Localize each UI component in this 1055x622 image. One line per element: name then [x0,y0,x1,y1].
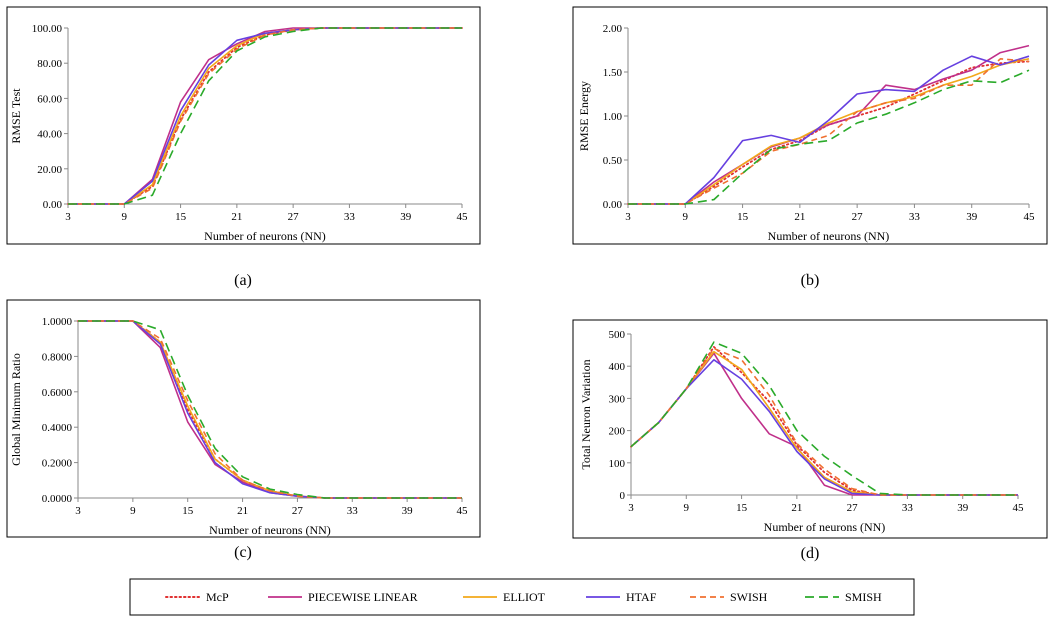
y-tick-label: 300 [609,393,626,405]
y-tick-label: 100.00 [32,23,63,35]
x-tick-label: 21 [231,211,242,223]
x-axis-label: Number of neurons (NN) [209,523,331,537]
x-tick-label: 39 [400,211,412,223]
x-tick-label: 21 [237,505,248,517]
y-tick-label: 0.4000 [42,422,73,434]
legend-label-smish: SMISH [845,590,882,604]
series-line-smish [630,341,1018,496]
x-tick-label: 9 [683,211,689,223]
legend: McP PIECEWISE LINEAR ELLIOT HTAF SWISH SMISH [129,578,915,616]
x-tick-label: 33 [344,211,356,223]
chart-caption: (d) [801,545,820,562]
x-tick-label: 15 [737,211,749,223]
y-tick-label: 20.00 [37,164,62,176]
x-tick-label: 45 [457,505,469,517]
x-tick-label: 9 [122,211,128,223]
x-tick-label: 15 [736,502,748,514]
y-tick-label: 0.00 [43,199,63,211]
chart-frame [572,6,1048,245]
chart-b: 0.000.501.001.502.003 9 15 21 27 33 39 45Number… [572,6,1048,289]
x-tick-label: 45 [1024,211,1036,223]
x-tick-label: 33 [902,502,914,514]
y-tick-label: 0.0000 [42,493,73,505]
x-tick-label: 27 [288,211,300,223]
legend-frame [129,578,915,616]
y-tick-label: 1.50 [603,67,623,79]
y-axis-label: Global Minimum Ratio [9,353,23,466]
x-tick-label: 9 [130,505,136,517]
y-tick-label: 0 [620,490,626,502]
y-tick-label: 0.50 [603,155,623,167]
series-line-elliot [628,58,1030,205]
legend-label-elliot: ELLIOT [503,590,546,604]
y-tick-label: 200 [609,426,626,438]
y-tick-label: 0.8000 [42,351,73,363]
x-tick-label: 45 [1013,502,1025,514]
x-tick-label: 39 [957,502,969,514]
y-tick-label: 0.2000 [42,458,73,470]
legend-label-swish: SWISH [730,590,768,604]
x-tick-label: 27 [847,502,859,514]
y-axis-label: RMSE Energy [577,81,591,151]
series-line-smish [628,69,1030,205]
x-tick-label: 3 [625,211,631,223]
x-tick-label: 15 [182,505,194,517]
y-tick-label: 0.6000 [42,387,73,399]
series-line-smish [78,320,462,499]
x-tick-label: 33 [347,505,359,517]
y-tick-label: 100 [609,458,626,470]
x-tick-label: 3 [75,505,81,517]
chart-caption: (b) [801,272,820,289]
y-tick-label: 60.00 [37,93,62,105]
x-tick-label: 9 [684,502,690,514]
x-tick-label: 15 [175,211,187,223]
y-tick-label: 40.00 [37,129,62,141]
legend-label-piecewise-linear: PIECEWISE LINEAR [308,590,418,604]
y-tick-label: 80.00 [37,58,62,70]
chart-frame [572,319,1048,539]
x-tick-label: 33 [909,211,921,223]
x-tick-label: 45 [457,211,469,223]
y-axis-label: RMSE Test [9,88,23,144]
series-line-swish [628,57,1030,205]
x-tick-label: 3 [65,211,71,223]
x-tick-label: 27 [292,505,304,517]
x-axis-label: Number of neurons (NN) [768,229,890,243]
y-tick-label: 0.00 [603,199,623,211]
x-axis-label: Number of neurons (NN) [764,520,886,534]
x-tick-label: 21 [791,502,802,514]
x-tick-label: 39 [402,505,414,517]
legend-label-mcp: McP [206,590,229,604]
y-tick-label: 1.00 [603,111,623,123]
x-tick-label: 39 [966,211,978,223]
series-line-swish [68,27,462,205]
chart-caption: (c) [234,544,252,561]
legend-label-htaf: HTAF [626,590,657,604]
chart-caption: (a) [234,272,252,289]
y-tick-label: 1.0000 [42,316,73,328]
series-line-htaf [68,27,462,205]
x-axis-label: Number of neurons (NN) [204,229,326,243]
y-axis-label: Total Neuron Variation [579,359,593,469]
y-tick-label: 400 [609,361,626,373]
y-tick-label: 2.00 [603,23,623,35]
x-tick-label: 21 [794,211,805,223]
x-tick-label: 3 [628,502,634,514]
x-tick-label: 27 [852,211,864,223]
series-line-smish [68,27,462,205]
y-tick-label: 500 [609,329,626,341]
series-line-htaf [628,55,1030,205]
